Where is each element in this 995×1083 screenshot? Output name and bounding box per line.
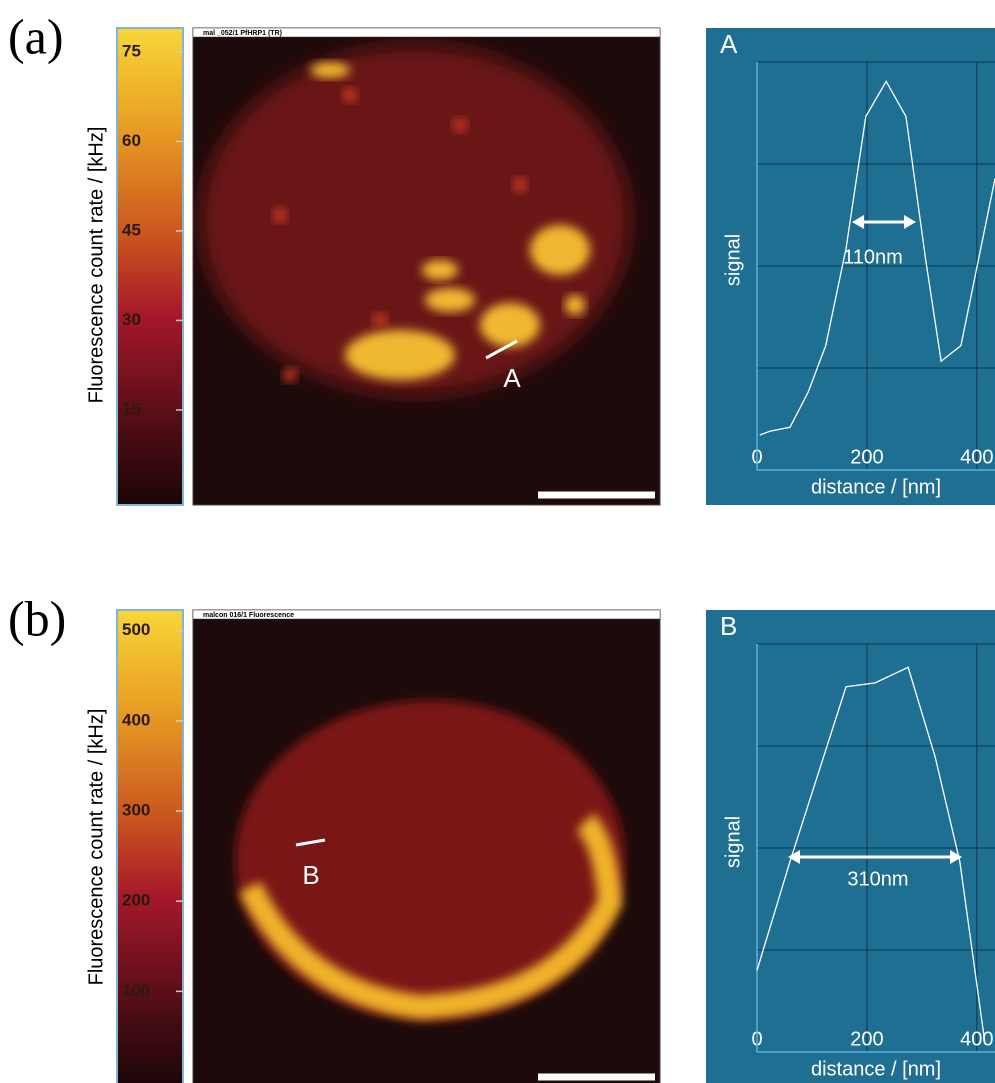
spot bbox=[273, 208, 287, 222]
image-title-bar bbox=[192, 609, 661, 620]
bright-spot bbox=[310, 62, 350, 78]
profile-marker-label: A bbox=[503, 363, 521, 393]
colorbar-tick-label: 15 bbox=[122, 399, 141, 418]
colorbar-tick-label: 100 bbox=[122, 981, 150, 1000]
width-annotation: 310nm bbox=[847, 868, 908, 890]
x-tick-label: 400 bbox=[960, 446, 993, 468]
colorbar bbox=[116, 27, 184, 506]
colorbar-label: Fluorescence count rate / [kHz] bbox=[85, 709, 107, 986]
bright-spot bbox=[345, 330, 455, 380]
plot-title: A bbox=[720, 29, 738, 59]
bright-spot bbox=[422, 260, 458, 280]
profile-line bbox=[759, 80, 995, 436]
colorbar-tick-label: 400 bbox=[122, 710, 150, 729]
plot-title: B bbox=[720, 611, 737, 641]
plot-background bbox=[706, 610, 995, 1083]
bright-spot bbox=[480, 303, 540, 347]
profile-marker bbox=[295, 838, 326, 847]
colorbar-tick-label: 300 bbox=[122, 801, 150, 820]
x-tick-label: 400 bbox=[960, 1028, 993, 1050]
colorbar-tick-label: 500 bbox=[122, 620, 150, 639]
colorbar-tick-label: 75 bbox=[122, 41, 141, 60]
y-axis-label: signal bbox=[722, 234, 744, 286]
profile-marker-label: B bbox=[302, 860, 319, 890]
bright-spot bbox=[530, 225, 590, 275]
cell bbox=[235, 700, 625, 1020]
spot bbox=[373, 313, 387, 327]
x-axis-label: distance / [nm] bbox=[811, 476, 941, 498]
image-title: mal _052/1 PfHRP1 (TR) bbox=[203, 30, 282, 37]
profile-line bbox=[756, 666, 986, 1045]
colorbar-tick-label: 45 bbox=[122, 220, 141, 239]
spot bbox=[343, 88, 357, 102]
spot bbox=[453, 118, 467, 132]
bright-spot bbox=[565, 295, 585, 315]
image-title: malcon 016/1 Fluorescence bbox=[203, 612, 294, 619]
bright-spot bbox=[425, 288, 475, 312]
colorbar-tick-label: 30 bbox=[122, 310, 141, 329]
spot bbox=[283, 368, 297, 382]
bright-rim bbox=[239, 813, 623, 1020]
colorbar-label: Fluorescence count rate / [kHz] bbox=[85, 127, 107, 404]
width-annotation: 110nm bbox=[843, 246, 903, 268]
panel-label: (b) bbox=[8, 590, 66, 646]
colorbar bbox=[116, 609, 184, 1083]
micrograph bbox=[200, 45, 630, 395]
x-tick-label: 200 bbox=[850, 446, 883, 468]
image-title-bar bbox=[192, 27, 661, 38]
y-axis-label: signal bbox=[722, 816, 744, 868]
panel-label: (a) bbox=[8, 8, 64, 64]
x-axis-label: distance / [nm] bbox=[811, 1058, 941, 1080]
micrograph bbox=[235, 700, 625, 1020]
x-tick-label: 200 bbox=[850, 1028, 883, 1050]
profile-marker bbox=[485, 339, 518, 360]
colorbar-tick-label: 200 bbox=[122, 891, 150, 910]
spot bbox=[513, 178, 527, 192]
colorbar-tick-label: 60 bbox=[122, 131, 141, 150]
